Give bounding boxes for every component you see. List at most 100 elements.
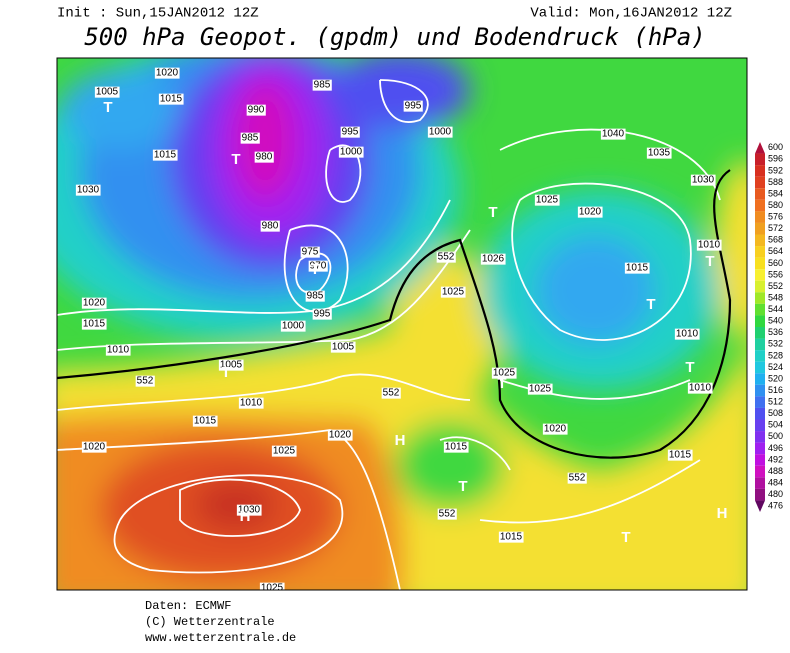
pressure-center: T	[705, 253, 714, 270]
legend-label: 532	[768, 339, 783, 349]
isobar-label: 1025	[536, 195, 559, 206]
isobar-label: 980	[262, 221, 279, 232]
legend-label: 560	[768, 258, 783, 268]
isobar-label: 985	[307, 291, 324, 302]
label-box	[667, 449, 693, 461]
pressure-center: T	[221, 364, 230, 381]
isobar-label: 1025	[529, 384, 552, 395]
isobar-label: 1040	[602, 129, 625, 140]
label-box	[135, 375, 155, 387]
init-time: Init : Sun,15JAN2012 12Z	[57, 6, 259, 22]
label-box	[94, 86, 120, 98]
pressure-center: T	[488, 204, 497, 221]
legend-label: 600	[768, 142, 783, 152]
label-box	[192, 415, 218, 427]
isobar-label: 1010	[240, 398, 263, 409]
label-box	[81, 441, 107, 453]
label-box	[491, 367, 517, 379]
label-box	[534, 194, 560, 206]
label-box	[330, 341, 356, 353]
pressure-center: T	[621, 529, 630, 546]
label-box	[624, 262, 650, 274]
legend-label: 496	[768, 443, 783, 453]
label-box	[158, 93, 184, 105]
isobar-label: 1020	[83, 442, 106, 453]
label-box	[236, 504, 262, 516]
legend-swatch	[755, 361, 765, 374]
isobar-label: 985	[242, 133, 259, 144]
legend-label: 548	[768, 292, 783, 302]
legend-swatch	[755, 165, 765, 177]
isobar-label: 552	[438, 252, 455, 263]
label-box	[312, 308, 332, 320]
legend-label: 512	[768, 397, 783, 407]
legend-label: 520	[768, 373, 783, 383]
legend-swatch	[755, 454, 765, 466]
isobar-label: 1015	[626, 263, 649, 274]
legend-label: 528	[768, 350, 783, 360]
label-box	[443, 441, 469, 453]
isobar-label: 1000	[429, 127, 452, 138]
source-note: Daten: ECMWF	[145, 599, 231, 613]
isobar-label: 1015	[445, 442, 468, 453]
legend-swatch	[755, 419, 765, 432]
legend-swatch	[755, 327, 765, 339]
isobar-label: 1020	[156, 68, 179, 79]
isobar-label: 552	[569, 473, 586, 484]
legend-swatch	[755, 350, 765, 362]
legend-label: 488	[768, 466, 783, 476]
label-box	[600, 128, 626, 140]
pressure-center: T	[103, 99, 112, 116]
isobar-label: 985	[314, 80, 331, 91]
isobar-label: 1015	[669, 450, 692, 461]
isobar-label: 1020	[544, 424, 567, 435]
legend-swatch	[755, 153, 765, 166]
legend-label: 480	[768, 489, 783, 499]
legend-label: 552	[768, 281, 783, 291]
legend-swatch	[755, 234, 765, 247]
legend-label: 536	[768, 327, 783, 337]
map-area: 1020 1005 1015 1015 1030 990 985 980 995 1000 1000…	[57, 58, 747, 590]
legend-label: 596	[768, 154, 783, 164]
label-box	[674, 328, 700, 340]
label-box	[436, 251, 456, 263]
map-title: 500 hPa Geopot. (gpdm) und Bodendruck (h…	[84, 23, 705, 51]
pressure-center: T	[497, 375, 506, 392]
legend-arrow	[755, 142, 765, 154]
label-box	[577, 206, 603, 218]
isobar-label: 1025	[493, 368, 516, 379]
legend-label: 508	[768, 408, 783, 418]
isobar-label: 970	[310, 261, 327, 272]
pressure-center: T	[458, 478, 467, 495]
isobar-label: 975	[302, 247, 319, 258]
isobar-label: 1020	[83, 298, 106, 309]
label-box	[440, 286, 466, 298]
isobar-label: 1035	[648, 148, 671, 159]
label-box	[154, 67, 180, 79]
legend-arrow	[755, 500, 765, 512]
legend-swatch	[755, 280, 765, 293]
legend-swatch	[755, 373, 765, 385]
label-box	[427, 126, 453, 138]
isobar-label: 1010	[676, 329, 699, 340]
legend-swatch	[755, 269, 765, 281]
isobar-label: 1005	[96, 87, 119, 98]
pressure-center: T	[685, 359, 694, 376]
label-box	[498, 531, 524, 543]
legend-label: 584	[768, 188, 783, 198]
legend-label: 556	[768, 269, 783, 279]
isobar-label: 1005	[220, 360, 243, 371]
legend-swatch	[755, 442, 765, 455]
pressure-center: T	[231, 151, 240, 168]
label-box	[254, 151, 274, 163]
isobar-label: 1025	[442, 287, 465, 298]
legend-swatch	[755, 303, 765, 316]
label-box	[327, 429, 353, 441]
label-box	[300, 246, 320, 258]
legend-label: 544	[768, 304, 783, 314]
legend-swatch	[755, 257, 765, 270]
legend-swatch	[755, 176, 765, 189]
isobar-label: 1010	[689, 383, 712, 394]
isobar-label: 1015	[194, 416, 217, 427]
